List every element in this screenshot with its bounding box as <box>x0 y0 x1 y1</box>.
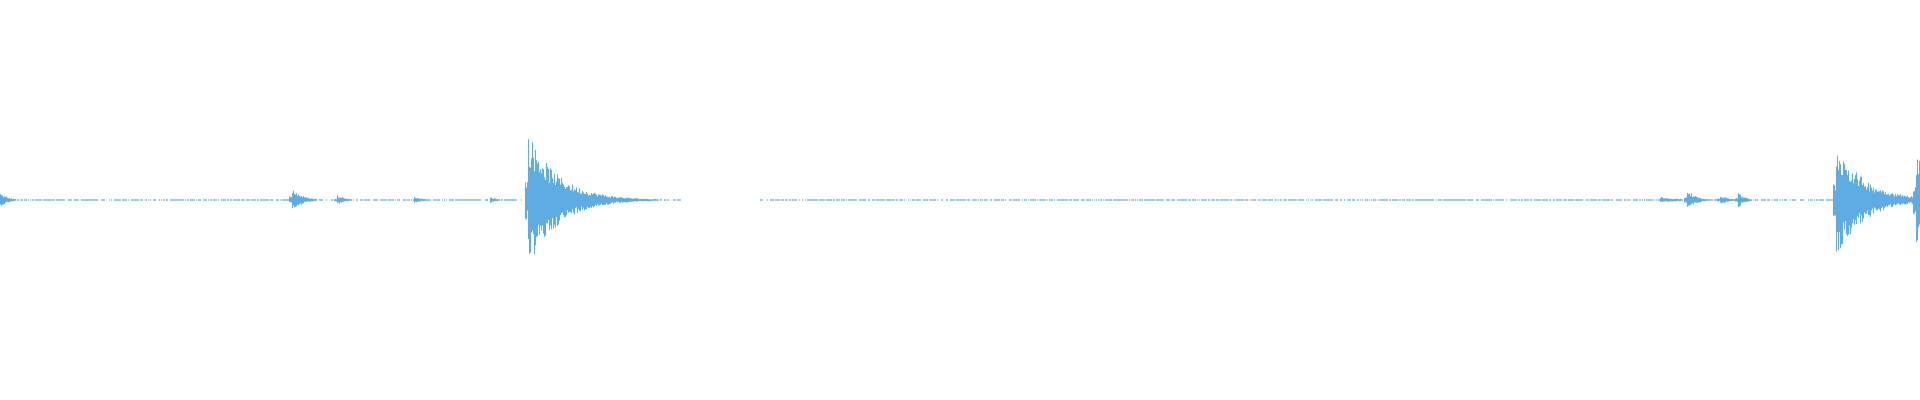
waveform-trace <box>0 139 1920 254</box>
